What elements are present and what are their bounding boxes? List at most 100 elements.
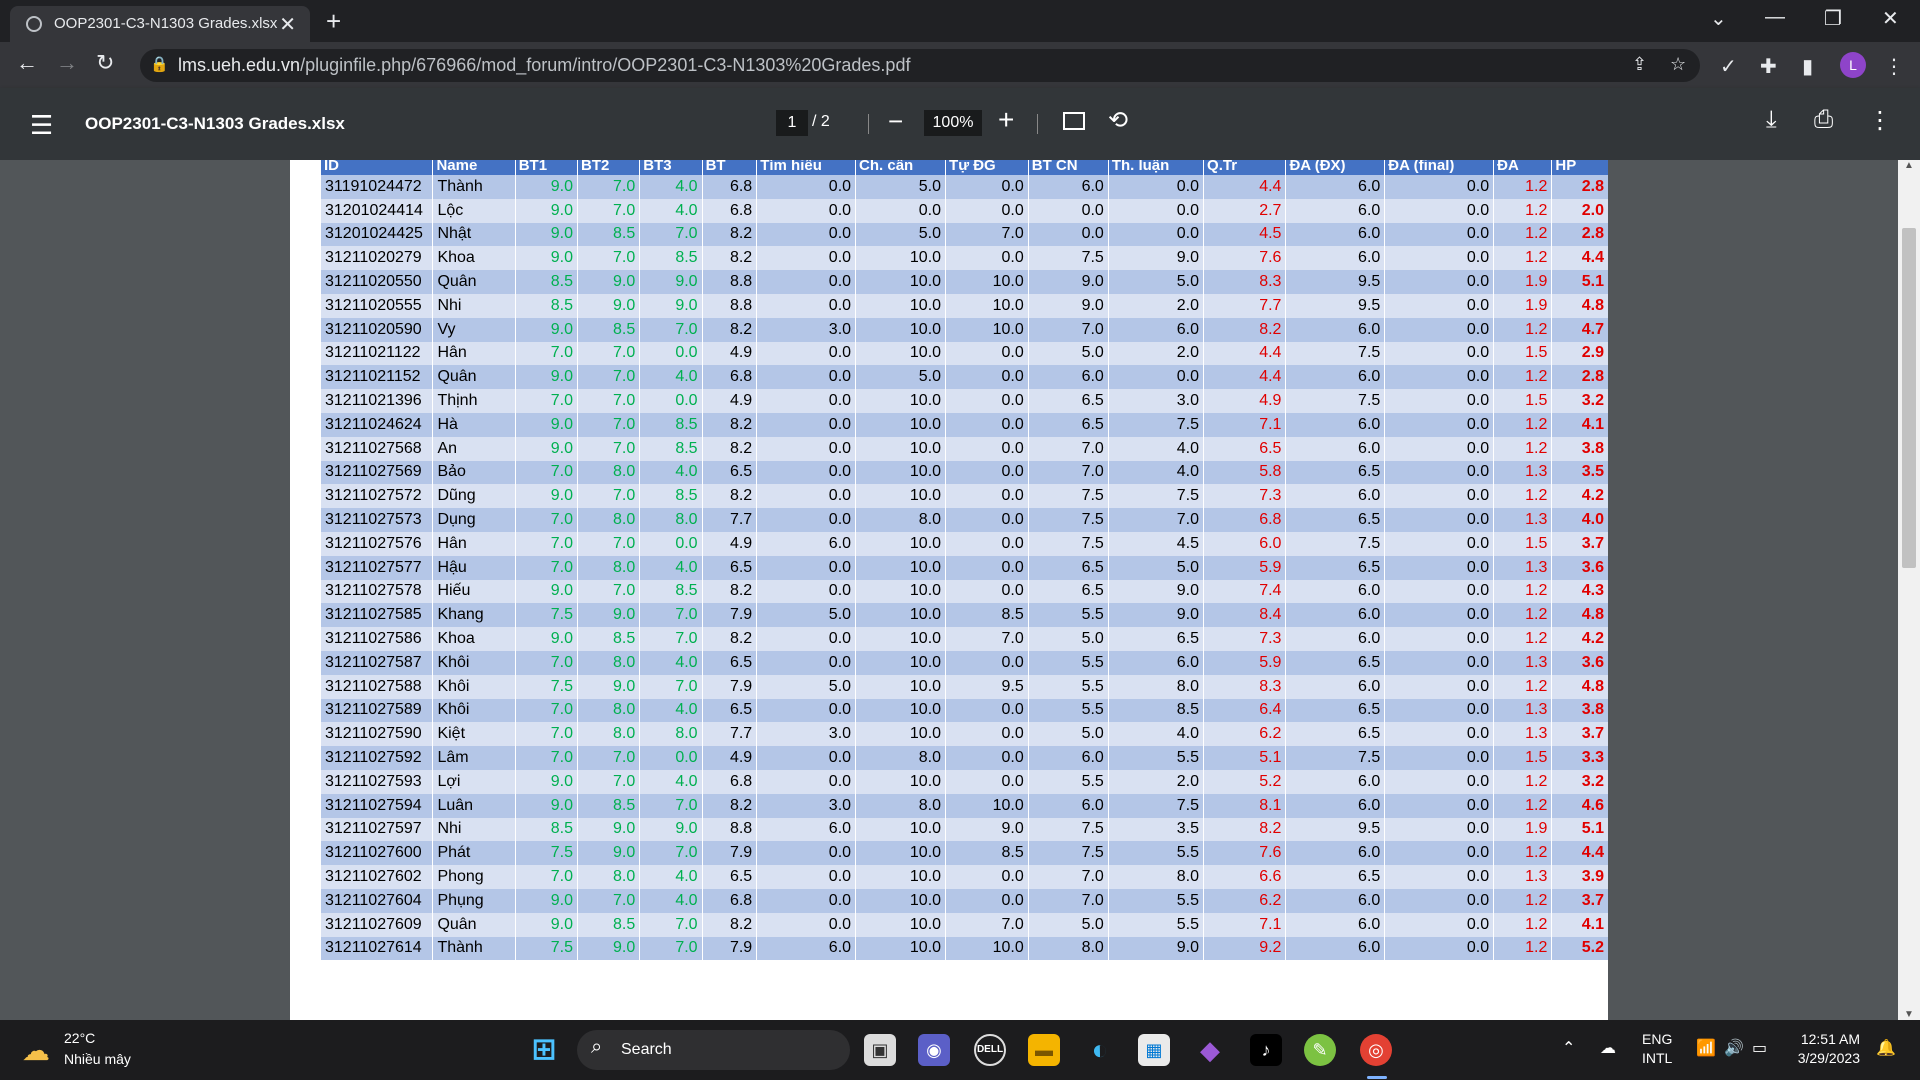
- column-header: Name: [432, 160, 516, 175]
- table-cell: 0.0: [1107, 198, 1204, 223]
- chrome-icon[interactable]: ◎: [1360, 1034, 1392, 1066]
- table-cell: 5.1: [1203, 746, 1286, 770]
- table-cell: 0.0: [1384, 698, 1494, 723]
- back-button[interactable]: ←: [16, 50, 38, 75]
- more-options-icon[interactable]: ⋮: [1868, 107, 1892, 134]
- table-cell: 5.8: [1203, 460, 1286, 485]
- table-cell: 8.2: [701, 793, 757, 818]
- zoom-in-button[interactable]: +: [998, 104, 1015, 135]
- table-cell: 7.5: [1027, 817, 1109, 842]
- share-icon[interactable]: ⇪: [1632, 54, 1648, 74]
- browser-tab[interactable]: OOP2301-C3-N1303 Grades.xlsx ✕: [10, 6, 310, 42]
- toolbar-divider: [868, 114, 869, 134]
- reload-button[interactable]: ↻: [96, 50, 115, 75]
- table-row: 31211021122 Hân 7.0 7.0 0.0 4.9 0.0 10.0 0.0 5.0 2…: [319, 341, 1608, 366]
- task-view-icon[interactable]: ▣: [864, 1034, 896, 1066]
- table-cell: 10.0: [855, 531, 946, 556]
- address-bar[interactable]: 🔒 lms.ueh.edu.vn/pluginfile.php/676966/m…: [140, 49, 1700, 82]
- language-indicator[interactable]: ENG INTL: [1642, 1030, 1672, 1068]
- show-hidden-icons-chevron-icon[interactable]: ⌃: [1562, 1040, 1576, 1057]
- table-cell: 0.0: [945, 865, 1029, 889]
- weather-condition[interactable]: Nhiều mây: [64, 1051, 131, 1067]
- table-cell: 31211027592: [319, 746, 433, 770]
- windows-start-icon[interactable]: ⊞: [531, 1033, 557, 1066]
- table-cell: 31211021396: [319, 389, 433, 413]
- table-cell: 4.5: [1203, 222, 1286, 247]
- side-panel-icon[interactable]: ▮: [1802, 56, 1814, 78]
- green-app-icon[interactable]: ✎: [1304, 1034, 1336, 1066]
- table-cell: 1.5: [1493, 746, 1552, 770]
- edge-browser-icon[interactable]: ◐: [1091, 1034, 1109, 1065]
- zoom-input[interactable]: 100%: [924, 110, 982, 136]
- table-cell: 7.0: [576, 579, 640, 604]
- table-cell: 10.0: [855, 270, 946, 294]
- scroll-up-icon[interactable]: ▲: [1904, 160, 1914, 171]
- teams-chat-icon[interactable]: ◉: [918, 1034, 950, 1066]
- table-cell: 6.0: [1107, 317, 1204, 342]
- table-cell: 0.0: [1384, 460, 1494, 485]
- scroll-down-icon[interactable]: ▼: [1904, 1009, 1914, 1020]
- bookmark-star-icon[interactable]: ☆: [1670, 54, 1687, 74]
- table-cell: 7.3: [1203, 627, 1286, 651]
- temperature[interactable]: 22°C: [64, 1030, 96, 1046]
- table-cell: 6.0: [1285, 841, 1385, 866]
- print-icon[interactable]: ⎙: [1814, 106, 1834, 133]
- table-cell: 6.0: [1285, 793, 1385, 818]
- scrollbar-thumb[interactable]: [1902, 228, 1916, 568]
- table-cell: 4.0: [1551, 508, 1608, 532]
- taskbar-search[interactable]: ⌕ Search: [577, 1030, 850, 1070]
- visual-studio-icon[interactable]: ◆: [1200, 1035, 1220, 1065]
- fit-to-page-icon[interactable]: [1063, 112, 1085, 130]
- table-cell: 10.0: [945, 317, 1029, 342]
- close-tab-icon[interactable]: ✕: [279, 14, 296, 36]
- table-row: 31211027592 Lâm 7.0 7.0 0.0 4.9 0.0 8.0 0.0 6.0 5.…: [319, 746, 1608, 770]
- battery-icon[interactable]: ▭: [1752, 1040, 1768, 1057]
- table-cell: 0.0: [639, 531, 703, 556]
- hamburger-menu-icon[interactable]: ☰: [30, 110, 54, 140]
- table-cell: 7.9: [701, 674, 757, 699]
- table-cell: 6.0: [1027, 746, 1109, 770]
- table-cell: Nhật: [432, 222, 516, 247]
- new-tab-button[interactable]: +: [326, 6, 342, 36]
- extensions-puzzle-icon[interactable]: ✚: [1760, 56, 1777, 78]
- table-cell: 6.0: [1285, 888, 1385, 913]
- lock-icon[interactable]: 🔒: [150, 56, 169, 73]
- minimize-button[interactable]: —: [1765, 6, 1785, 28]
- table-row: 31211027572 Dũng 9.0 7.0 8.5 8.2 0.0 10.0 0.0 7.5…: [319, 484, 1608, 509]
- table-cell: 3.0: [756, 793, 856, 818]
- table-cell: 8.8: [701, 270, 757, 294]
- notifications-icon[interactable]: 🔔: [1876, 1040, 1896, 1057]
- volume-icon[interactable]: 🔊: [1724, 1040, 1744, 1057]
- table-cell: 0.0: [1384, 603, 1494, 628]
- profile-avatar[interactable]: L: [1840, 52, 1866, 78]
- microsoft-store-icon[interactable]: ▦: [1138, 1034, 1170, 1066]
- file-explorer-icon[interactable]: ▬: [1028, 1034, 1060, 1066]
- table-cell: 7.5: [1285, 341, 1385, 366]
- close-window-button[interactable]: ✕: [1882, 8, 1899, 30]
- table-cell: 9.0: [514, 365, 578, 390]
- page-number-input[interactable]: 1: [776, 110, 808, 136]
- table-cell: 0.0: [756, 627, 856, 651]
- table-cell: 0.0: [1027, 222, 1109, 247]
- tiktok-icon[interactable]: ♪: [1250, 1034, 1282, 1066]
- download-icon[interactable]: ⤓: [1766, 106, 1777, 133]
- tab-search-icon[interactable]: ⌄: [1710, 8, 1727, 30]
- weather-cloud-icon[interactable]: ☁: [22, 1035, 50, 1066]
- dell-app-icon[interactable]: DELL: [974, 1034, 1006, 1066]
- check-extension-icon[interactable]: ✓: [1720, 56, 1737, 78]
- onedrive-cloud-icon[interactable]: ☁: [1600, 1040, 1616, 1057]
- vertical-scrollbar[interactable]: ▲ ▼: [1898, 160, 1920, 1020]
- wifi-icon[interactable]: 📶: [1696, 1040, 1716, 1057]
- table-cell: 5.9: [1203, 650, 1286, 675]
- browser-menu-icon[interactable]: ⋮: [1884, 56, 1904, 78]
- system-clock[interactable]: 12:51 AM 3/29/2023: [1780, 1030, 1860, 1068]
- table-cell: 10.0: [855, 865, 946, 889]
- table-cell: 3.9: [1551, 865, 1608, 889]
- restore-button[interactable]: ❐: [1824, 8, 1842, 30]
- rotate-icon[interactable]: ⟲: [1108, 107, 1129, 134]
- zoom-out-button[interactable]: −: [888, 106, 904, 136]
- table-cell: 0.0: [1384, 317, 1494, 342]
- pdf-viewer[interactable]: ID Name BT1 BT2 BT3 BT Tìm hiểu Ch. cần Tự ĐG BT …: [0, 160, 1920, 1020]
- forward-button[interactable]: →: [56, 50, 78, 75]
- table-cell: 6.8: [701, 175, 757, 199]
